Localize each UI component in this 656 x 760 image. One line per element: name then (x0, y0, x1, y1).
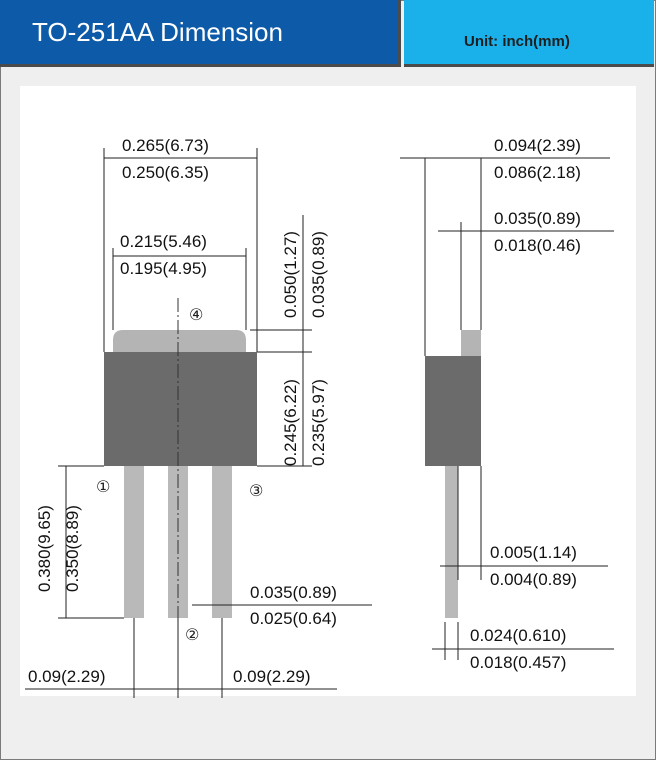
lead-offset-max-label: 0.005(1.14) (490, 543, 577, 562)
lead-length-min-label: 0.350(8.89) (63, 505, 82, 592)
thickness-min-label: 0.086(2.18) (494, 163, 581, 182)
side-lead (445, 466, 458, 618)
tab-thick-min-label: 0.018(0.46) (494, 236, 581, 255)
front-tab (113, 330, 246, 352)
thickness-max-label: 0.094(2.39) (494, 136, 581, 155)
lead-length-max-label: 0.380(9.65) (35, 505, 54, 592)
lead-width-max-label: 0.035(0.89) (250, 583, 337, 602)
tab-width-max-label: 0.215(5.46) (120, 232, 207, 251)
title-bar: TO-251AA Dimension (0, 0, 401, 67)
tab-thick-max-label: 0.035(0.89) (494, 209, 581, 228)
lead-thick-min-label: 0.018(0.457) (470, 653, 566, 672)
front-lead-1 (124, 466, 144, 618)
pin-3-label: ③ (249, 481, 263, 500)
body-height-min-label: 0.235(5.97) (309, 379, 328, 466)
body-width-max-label: 0.265(6.73) (122, 136, 209, 155)
tab-height-min-label: 0.035(0.89) (309, 231, 328, 318)
side-tab (461, 330, 481, 356)
tab-width-min-label: 0.195(4.95) (120, 259, 207, 278)
pin-1-label: ① (96, 477, 110, 496)
body-height-max-label: 0.245(6.22) (281, 379, 300, 466)
side-body (425, 356, 481, 466)
pitch-left-label: 0.09(2.29) (28, 667, 106, 686)
pitch-right-label: 0.09(2.29) (233, 667, 311, 686)
page-title: TO-251AA Dimension (32, 17, 283, 47)
lead-offset-min-label: 0.004(0.89) (490, 570, 577, 589)
lead-width-min-label: 0.025(0.64) (250, 609, 337, 628)
body-width-min-label: 0.250(6.35) (122, 163, 209, 182)
pin-2-label: ② (185, 625, 199, 644)
pin-4-label: ④ (189, 305, 203, 324)
front-lead-3 (212, 466, 232, 618)
unit-bar: Unit: inch(mm) (404, 0, 654, 67)
unit-label: Unit: inch(mm) (464, 33, 570, 50)
tab-height-max-label: 0.050(1.27) (281, 231, 300, 318)
front-body (104, 352, 257, 466)
lead-thick-max-label: 0.024(0.610) (470, 626, 566, 645)
